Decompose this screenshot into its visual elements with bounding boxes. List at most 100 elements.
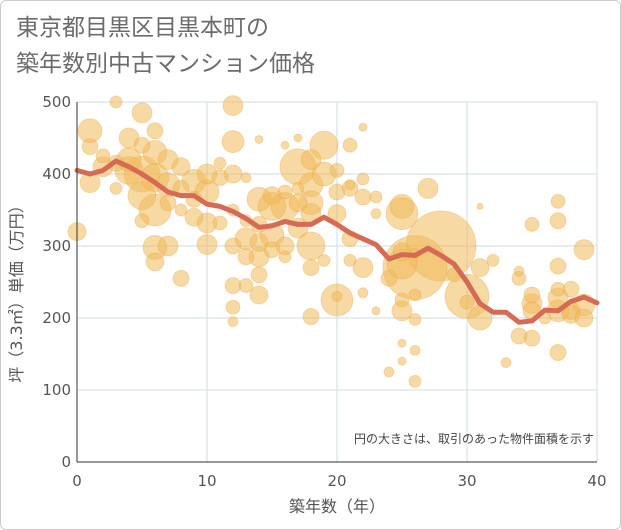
- average-price-line: [74, 158, 600, 325]
- bubble: [331, 290, 343, 302]
- bubble: [317, 253, 331, 267]
- bubble: [408, 374, 422, 388]
- bubble: [211, 169, 229, 187]
- bubble: [131, 102, 153, 124]
- bubble: [356, 172, 370, 186]
- bubble: [470, 258, 490, 278]
- bubble: [513, 265, 525, 277]
- x-tick-label: 0: [72, 472, 82, 490]
- bubble: [224, 237, 242, 255]
- x-tick-label: 30: [457, 472, 476, 490]
- y-tick-label: 200: [42, 309, 71, 327]
- bubble: [549, 257, 567, 275]
- bubble: [358, 122, 368, 132]
- bubble: [196, 234, 218, 256]
- bubble: [500, 357, 512, 369]
- bubble: [145, 252, 165, 272]
- bubble: [238, 278, 254, 294]
- bubble: [486, 253, 500, 267]
- bubble: [249, 232, 269, 252]
- bubble: [389, 193, 415, 219]
- bubble: [549, 344, 567, 362]
- bubble: [417, 177, 439, 199]
- bubble: [278, 250, 292, 264]
- bubble: [408, 288, 422, 302]
- bubble: [133, 136, 151, 154]
- y-tick-label: 500: [42, 93, 71, 111]
- bubble: [369, 190, 383, 204]
- bubble: [212, 215, 228, 231]
- bubble: [459, 294, 475, 310]
- bubble: [549, 212, 567, 230]
- bubble: [174, 203, 188, 217]
- bubble: [184, 207, 204, 227]
- bubble: [371, 306, 381, 316]
- y-tick-label: 400: [42, 165, 71, 183]
- trend-line-group: [74, 158, 600, 325]
- bubble: [237, 248, 255, 266]
- bubble: [225, 299, 241, 315]
- bubble: [344, 179, 356, 191]
- y-tick-label: 0: [61, 453, 71, 471]
- bubble: [302, 308, 320, 326]
- bubble: [249, 285, 269, 305]
- bubble: [221, 130, 245, 154]
- title-line-1: 東京都目黒区目黒本町の: [16, 15, 269, 41]
- bubble: [394, 292, 410, 308]
- bubble: [550, 281, 566, 297]
- bubbles: [67, 95, 596, 388]
- bubble: [159, 194, 177, 212]
- bubble: [227, 316, 239, 328]
- bubble: [380, 269, 398, 287]
- x-tick-label: 10: [197, 472, 216, 490]
- bubble: [523, 286, 541, 304]
- y-axis-label: 坪（3.3㎡）単価（万円）: [7, 197, 26, 382]
- axes: 0 100 200 300 400 500 0 10 20 30 40: [42, 93, 606, 490]
- bubble: [291, 181, 305, 195]
- bubble: [370, 208, 382, 220]
- bubble: [222, 95, 244, 117]
- bubble: [397, 356, 407, 366]
- bubble: [300, 149, 322, 171]
- x-axis-label: 築年数（年）: [289, 497, 385, 516]
- bubble: [109, 95, 123, 109]
- bubble: [343, 253, 357, 267]
- bubble: [277, 184, 293, 200]
- bubble: [408, 312, 422, 326]
- bubble: [357, 287, 369, 299]
- title-line-2: 築年数別中古マンション価格: [16, 51, 315, 77]
- bubble: [146, 122, 164, 140]
- bubble: [523, 329, 541, 347]
- y-tick-label: 300: [42, 237, 71, 255]
- bubble: [573, 239, 595, 261]
- bubble: [383, 366, 395, 378]
- bubble: [213, 156, 227, 170]
- bubble: [302, 259, 320, 277]
- bubble: [476, 202, 484, 210]
- bubble: [354, 188, 372, 206]
- bubble: [250, 266, 268, 284]
- bubble: [288, 193, 308, 213]
- bubble: [329, 162, 345, 178]
- bubble: [574, 308, 594, 328]
- bubble: [172, 269, 190, 287]
- bubble: [81, 138, 99, 156]
- bubble: [109, 181, 123, 195]
- x-tick-label: 40: [587, 472, 606, 490]
- bubble: [171, 157, 191, 177]
- bubble: [280, 140, 290, 150]
- bubble: [157, 235, 179, 257]
- bubble: [550, 193, 566, 209]
- bubble: [397, 338, 407, 348]
- y-tick-label: 100: [42, 381, 71, 399]
- bubble: [409, 344, 421, 356]
- x-tick-label: 20: [327, 472, 346, 490]
- bubble: [342, 137, 358, 153]
- chart-title: 東京都目黒区目黒本町の 築年数別中古マンション価格: [16, 10, 315, 82]
- bubble: [254, 134, 264, 144]
- bubble: [95, 148, 111, 164]
- bubble: [524, 216, 540, 232]
- size-note: 円の大きさは、取引のあった物件面積を示す: [354, 431, 594, 446]
- bubble: [263, 241, 281, 259]
